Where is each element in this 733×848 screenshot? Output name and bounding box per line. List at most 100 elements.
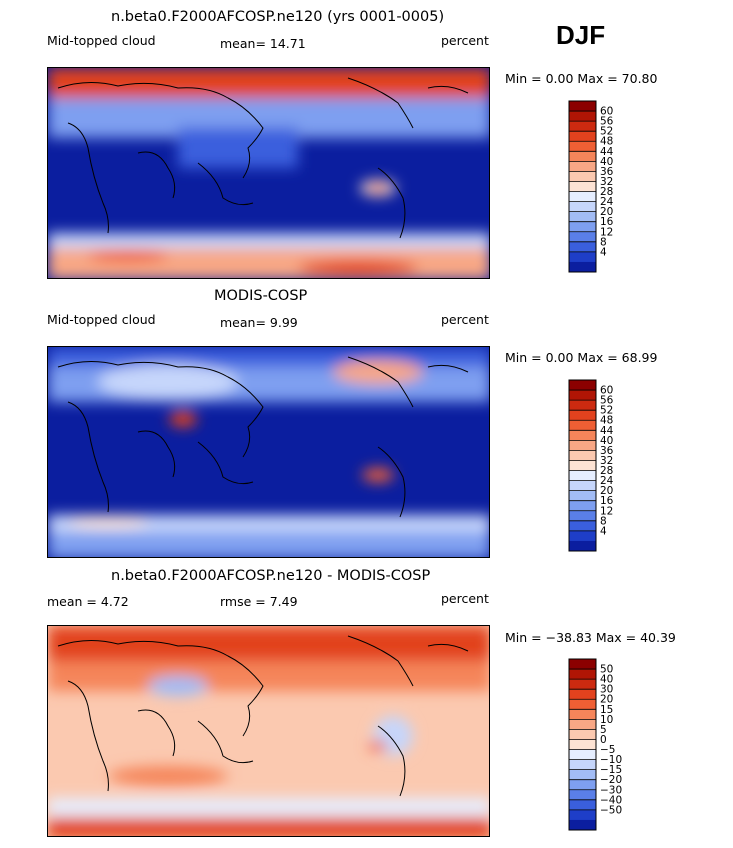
- panel-3-map-svg: [48, 626, 489, 836]
- colorbar-swatch: [569, 490, 596, 501]
- colorbar-tick-label: −40: [600, 794, 622, 806]
- panel-2-variable-label: Mid-topped cloud: [47, 312, 156, 327]
- panel-2-mean-label: mean= 9.99: [220, 315, 298, 330]
- colorbar-tick-label: 32: [600, 176, 613, 188]
- colorbar-tick-label: 36: [600, 445, 614, 457]
- colorbar-tick-label: 0: [600, 734, 607, 746]
- colorbar-swatch: [569, 510, 596, 522]
- colorbar-tick-label: 36: [600, 166, 614, 178]
- colorbar-tick-label: −30: [600, 784, 622, 796]
- colorbar-tick-label: 20: [600, 485, 613, 497]
- panel-1-colorbar: 60 56 52 48 44 40 36 32 28 24 20 16 12 8 4: [568, 100, 614, 273]
- panel-3-colorbar: 50 40 30 20 15 10 5 0 −5 −10 −15 −20 −30 −40 −50: [568, 658, 622, 831]
- panel-1-variable-label: Mid-topped cloud: [47, 33, 156, 48]
- colorbar-swatch: [569, 520, 596, 532]
- colorbar-tick-label: 8: [600, 515, 607, 527]
- colorbar-swatch: [569, 380, 596, 391]
- colorbar-swatch: [569, 161, 596, 172]
- colorbar-swatch: [569, 739, 596, 750]
- colorbar-tick-label: 50: [600, 664, 613, 676]
- colorbar-swatch: [569, 181, 596, 192]
- colorbar-swatch: [569, 121, 596, 132]
- colorbar-swatch: [569, 789, 596, 801]
- colorbar-swatch: [569, 440, 596, 451]
- colorbar-swatch: [569, 779, 596, 790]
- colorbar-swatch: [569, 141, 596, 152]
- panel-2-title: MODIS-COSP: [214, 288, 308, 304]
- panel-2-map-svg: [48, 347, 489, 557]
- colorbar-tick-label: −10: [600, 754, 622, 766]
- colorbar-swatch: [569, 390, 596, 401]
- colorbar-tick-label: 15: [600, 704, 613, 716]
- colorbar-swatch: [569, 450, 596, 461]
- colorbar-tick-label: −5: [600, 744, 615, 756]
- colorbar-swatch: [569, 171, 596, 182]
- colorbar-swatch: [569, 689, 596, 700]
- colorbar-swatch: [569, 221, 596, 232]
- colorbar-swatch: [569, 201, 596, 212]
- colorbar-swatch: [569, 769, 596, 780]
- colorbar-tick-label: 48: [600, 136, 613, 148]
- colorbar-tick-label: 44: [600, 425, 614, 437]
- colorbar-tick-label: 24: [600, 196, 614, 208]
- colorbar-swatch: [569, 540, 596, 552]
- colorbar-tick-label: 4: [600, 525, 607, 537]
- colorbar-swatch: [569, 709, 596, 720]
- colorbar-swatch: [569, 251, 596, 263]
- colorbar-swatch: [569, 699, 596, 710]
- colorbar-border: [568, 658, 597, 831]
- colorbar-tick-label: 48: [600, 415, 613, 427]
- colorbar-tick-label: 52: [600, 405, 613, 417]
- panel-1-units-label: percent: [441, 33, 489, 48]
- panel-1-minmax: Min = 0.00 Max = 70.80: [505, 71, 658, 86]
- colorbar-tick-label: 28: [600, 186, 613, 198]
- panel-1-map-svg: [48, 68, 489, 278]
- panel-2-map: [47, 346, 490, 558]
- season-label: DJF: [556, 20, 606, 50]
- colorbar-swatch: [569, 500, 596, 511]
- colorbar-swatch: [569, 400, 596, 411]
- colorbar-swatch: [569, 470, 596, 481]
- colorbar-tick-label: 16: [600, 495, 614, 507]
- colorbar-tick-label: −50: [600, 804, 622, 816]
- colorbar-tick-label: 20: [600, 694, 613, 706]
- colorbar-swatch: [569, 729, 596, 740]
- colorbar-tick-label: −20: [600, 774, 622, 786]
- colorbar-tick-label: −15: [600, 764, 622, 776]
- colorbar-swatch: [569, 191, 596, 202]
- colorbar-swatch: [569, 111, 596, 122]
- colorbar-tick-label: 40: [600, 435, 613, 447]
- colorbar-swatch: [569, 799, 596, 811]
- colorbar-swatch: [569, 131, 596, 142]
- colorbar-swatch: [569, 819, 596, 831]
- colorbar-border: [568, 100, 597, 273]
- colorbar-tick-label: 20: [600, 206, 613, 218]
- colorbar-tick-label: 44: [600, 146, 614, 158]
- panel-3-units-label: percent: [441, 591, 489, 606]
- colorbar-swatch: [569, 420, 596, 431]
- colorbar-swatch: [569, 659, 596, 670]
- colorbar-tick-label: 5: [600, 724, 607, 736]
- colorbar-swatch: [569, 101, 596, 112]
- colorbar-tick-label: 16: [600, 216, 614, 228]
- colorbar-tick-label: 28: [600, 465, 613, 477]
- colorbar-swatch: [569, 430, 596, 441]
- panel-3-rmse-label: rmse = 7.49: [220, 594, 298, 609]
- colorbar-tick-label: 56: [600, 116, 614, 128]
- colorbar-border: [568, 379, 597, 552]
- colorbar-tick-label: 12: [600, 226, 613, 238]
- panel-2-minmax: Min = 0.00 Max = 68.99: [505, 350, 658, 365]
- colorbar-swatch: [569, 679, 596, 690]
- colorbar-tick-label: 60: [600, 106, 613, 118]
- colorbar-swatch: [569, 460, 596, 471]
- colorbar-tick-label: 52: [600, 126, 613, 138]
- colorbar-tick-label: 8: [600, 236, 607, 248]
- colorbar-tick-label: 24: [600, 475, 614, 487]
- panel-2-units-label: percent: [441, 312, 489, 327]
- colorbar-swatch: [569, 749, 596, 760]
- colorbar-swatch: [569, 759, 596, 770]
- colorbar-tick-label: 40: [600, 674, 613, 686]
- colorbar-tick-label: 60: [600, 385, 613, 397]
- colorbar-tick-label: 32: [600, 455, 613, 467]
- colorbar-tick-label: 10: [600, 714, 613, 726]
